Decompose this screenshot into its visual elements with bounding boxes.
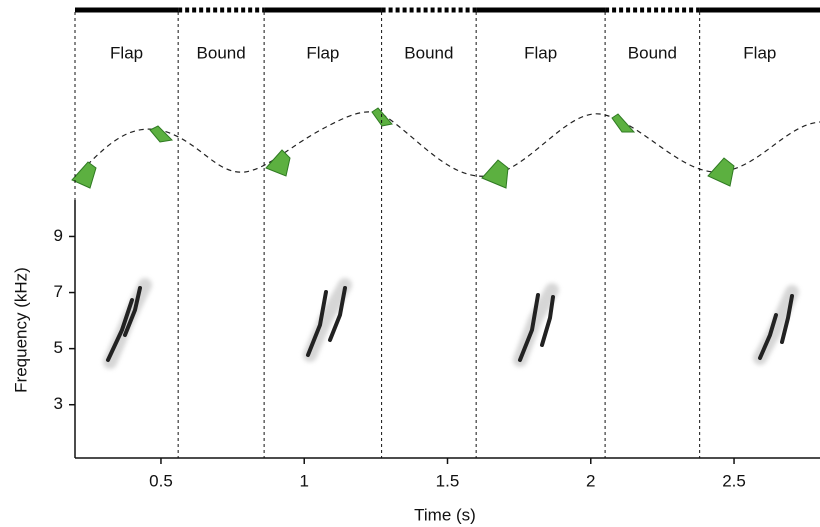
phase-label: Bound [197,43,246,62]
flight-trajectory [74,111,820,179]
phase-label: Flap [110,43,143,62]
y-tick-label: 3 [54,394,63,413]
y-axis-label: Frequency (kHz) [11,267,30,393]
phase-label: Flap [743,43,776,62]
x-tick-label: 0.5 [149,471,173,490]
y-tick-label: 9 [54,226,63,245]
bird-icons [71,107,735,189]
phase-label: Flap [524,43,557,62]
x-tick-label: 2.5 [722,471,746,490]
x-axis-label: Time (s) [414,505,476,524]
y-tick-label: 5 [54,338,63,357]
y-tick-label: 7 [54,282,63,301]
x-tick-label: 2 [586,471,595,490]
x-tick-label: 1.5 [436,471,460,490]
phase-label: Bound [404,43,453,62]
phase-label: Flap [306,43,339,62]
phase-label: Bound [628,43,677,62]
spectrogram-calls [103,278,799,369]
x-tick-label: 1 [299,471,308,490]
